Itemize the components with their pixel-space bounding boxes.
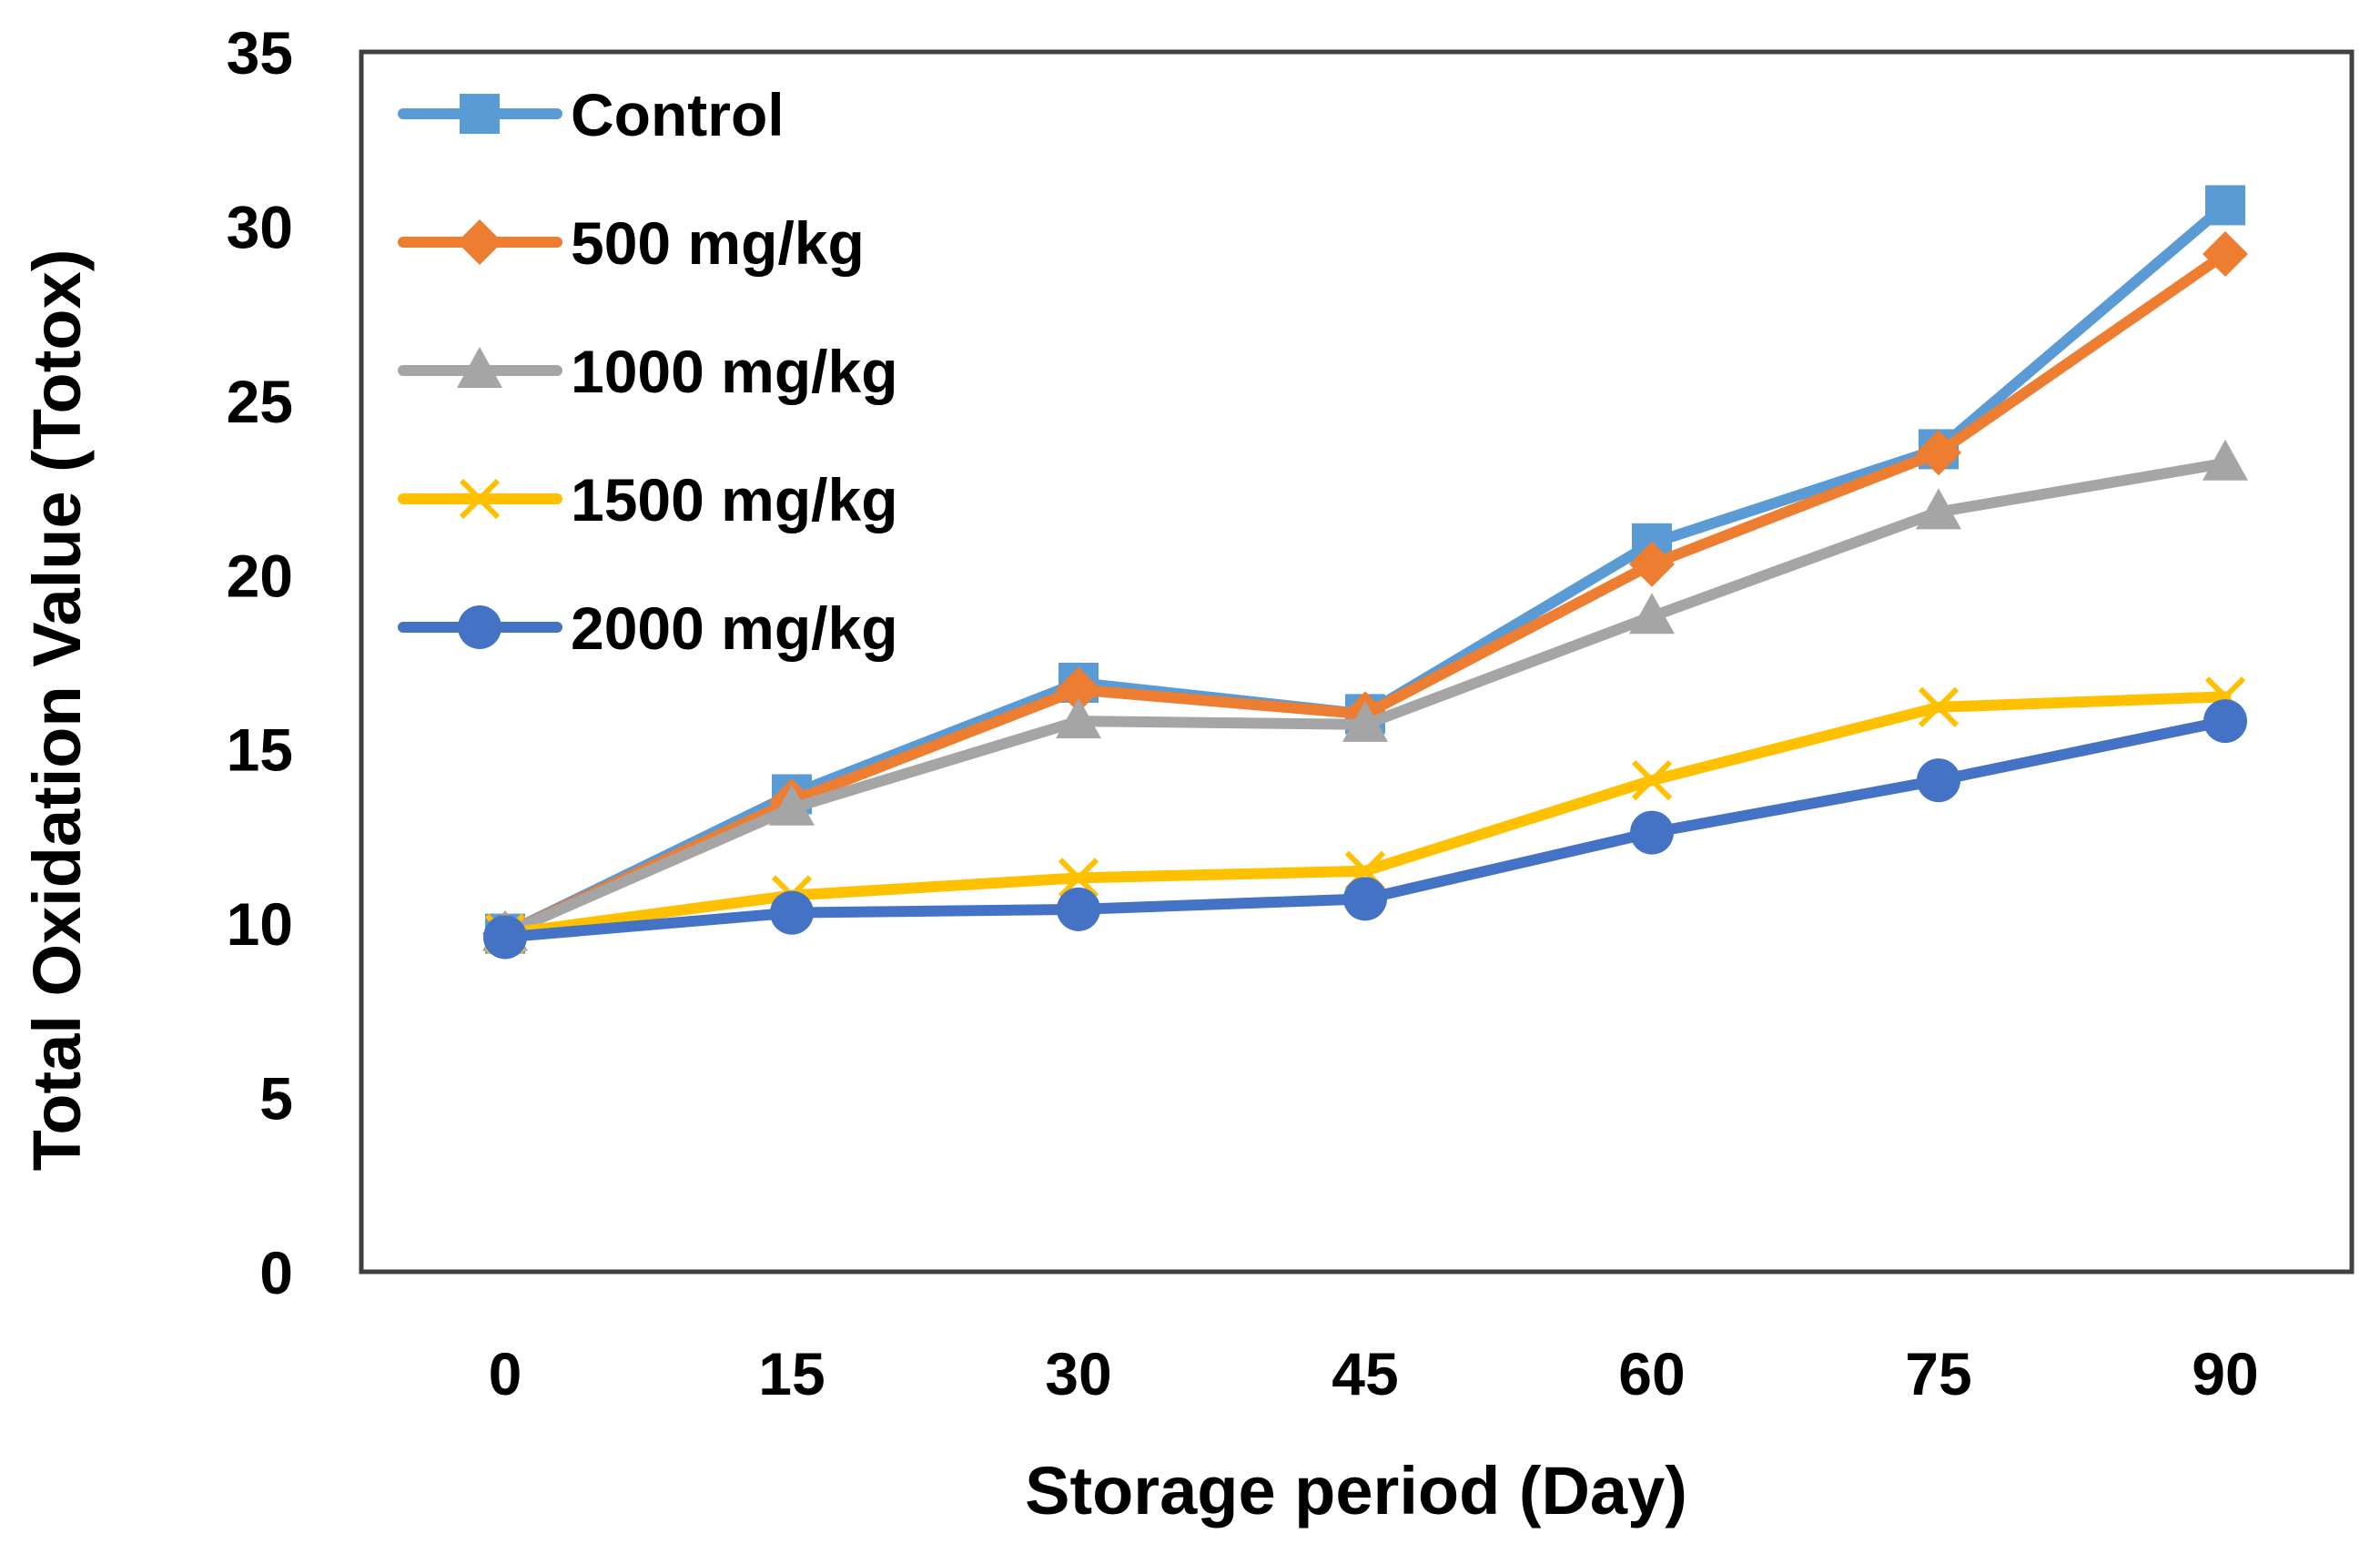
legend: Control 500 mg/kg 1000 mg/kg 1500 mg/kg 2000… [398,81,898,662]
legend-marker [459,478,501,520]
data-point [1056,666,1101,713]
data-point [1343,877,1387,921]
x-tick-label: 60 [1618,1340,1685,1407]
legend-label: 2000 mg/kg [571,594,898,662]
data-point [1056,697,1101,739]
data-point [1916,488,1961,530]
data-point [1631,760,1673,801]
series-group [485,185,2245,954]
data-point [1630,810,1674,855]
x-tick-label: 15 [758,1340,825,1407]
x-tick-label: 0 [489,1340,522,1407]
y-tick-label: 25 [227,368,293,435]
data-point [2203,699,2247,744]
y-tick-label: 35 [227,19,293,86]
x-tick-label: 30 [1045,1340,1111,1407]
data-point [1629,541,1675,587]
legend-item: 500 mg/kg [398,209,865,277]
x-tick-label: 90 [2192,1340,2258,1407]
data-point [2203,439,2248,481]
data-point [1058,858,1099,899]
legend-label: 1000 mg/kg [571,338,898,405]
x-tick-label: 45 [1332,1340,1398,1407]
y-tick-label: 20 [227,542,293,609]
y-tick-label: 5 [259,1065,293,1132]
legend-item: Control [398,81,785,148]
legend-label: Control [571,81,785,148]
data-point [1057,887,1100,931]
y-tick-label: 15 [227,716,293,784]
legend-item: 1500 mg/kg [398,466,898,533]
legend-marker [457,219,502,265]
data-point [483,915,527,960]
axis-layer: 0 5 10 15 20 25 30 35 0 15 30 45 60 75 90 [227,19,2259,1407]
data-point [1916,430,1961,476]
data-point [1917,758,1960,803]
data-point [1629,593,1675,635]
data-point [2203,231,2248,278]
legend-label: 500 mg/kg [571,209,865,277]
plot-frame [359,49,2355,1275]
y-tick-label: 10 [227,890,293,958]
legend-item: 2000 mg/kg [398,594,898,662]
legend-marker [457,347,502,388]
data-point [770,890,814,935]
x-axis-title: Storage period (Day) [1025,1453,1687,1528]
series-group [483,699,2247,960]
legend-marker [460,94,500,134]
legend-label: 1500 mg/kg [571,466,898,533]
data-point [2205,185,2245,226]
legend-marker [458,605,501,649]
data-point [1918,686,1960,727]
series-layer [482,185,2248,960]
y-axis-title: Total Oxidation Value (Totox) [19,249,95,1172]
data-point [1342,700,1388,742]
y-tick-label: 30 [227,193,293,260]
legend-item: 1000 mg/kg [398,338,898,405]
x-tick-label: 75 [1905,1340,1971,1407]
y-tick-label: 0 [259,1239,293,1306]
data-point [769,784,815,826]
